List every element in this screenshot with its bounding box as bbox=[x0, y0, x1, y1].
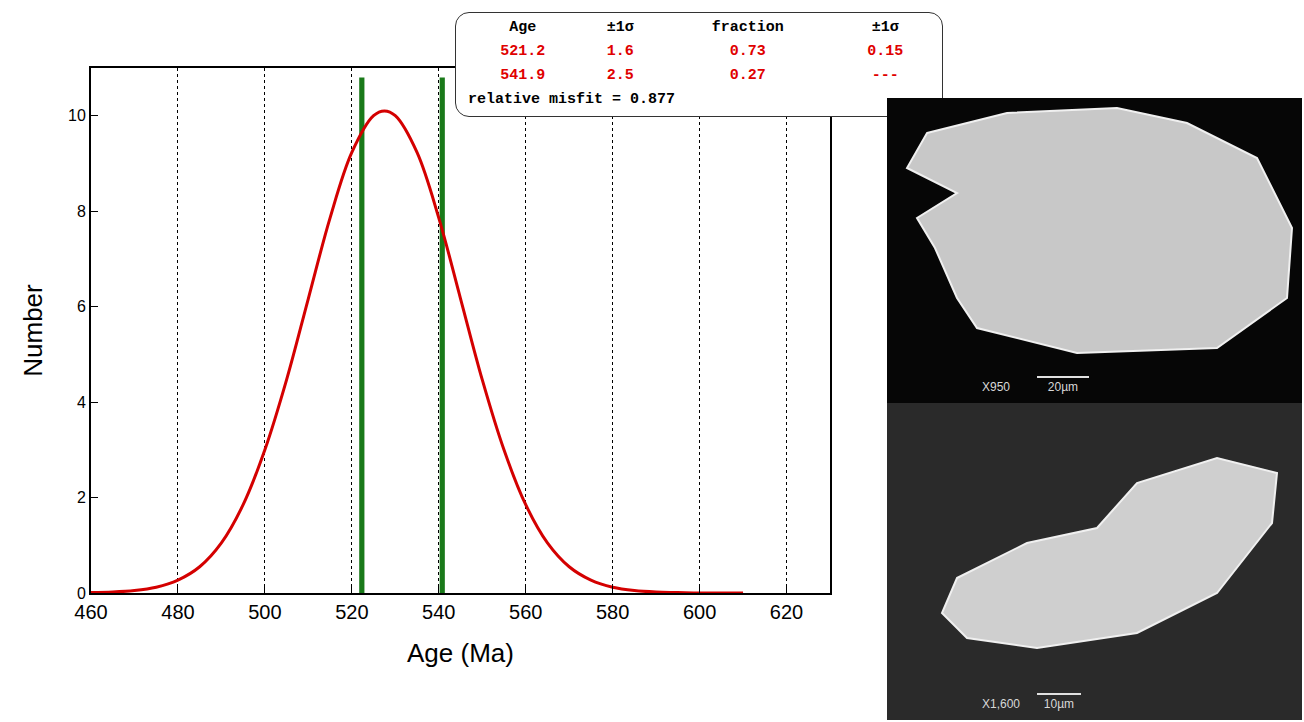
html-text:relative misfit = 0.877: relative misfit = 0.877 bbox=[468, 91, 675, 108]
html-text:fraction: fraction bbox=[711, 19, 784, 36]
svg-text:600: 600 bbox=[683, 601, 716, 623]
svg-text:500: 500 bbox=[248, 601, 281, 623]
svg-text:8: 8 bbox=[77, 203, 86, 220]
html-text:0.27: 0.27 bbox=[729, 67, 766, 84]
svg-text:460: 460 bbox=[74, 601, 107, 623]
svg-text:480: 480 bbox=[161, 601, 194, 623]
svg-text:2: 2 bbox=[77, 489, 86, 506]
svg-text:540: 540 bbox=[422, 601, 455, 623]
svg-text:X1,600: X1,600 bbox=[982, 697, 1020, 711]
svg-text:520: 520 bbox=[335, 601, 368, 623]
svg-text:Number: Number bbox=[18, 284, 48, 377]
svg-text:0: 0 bbox=[77, 585, 86, 602]
html-text:2.5: 2.5 bbox=[606, 67, 634, 84]
svg-text:10µm: 10µm bbox=[1044, 697, 1074, 711]
svg-text:620: 620 bbox=[770, 601, 803, 623]
svg-text:4: 4 bbox=[77, 394, 86, 411]
html-text:±1σ: ±1σ bbox=[606, 19, 634, 36]
svg-text:10: 10 bbox=[68, 107, 86, 124]
svg-text:560: 560 bbox=[509, 601, 542, 623]
svg-text:20µm: 20µm bbox=[1048, 380, 1078, 394]
html-text:1.6: 1.6 bbox=[606, 43, 634, 60]
svg-text:X950: X950 bbox=[982, 380, 1010, 394]
html-text:541.9: 541.9 bbox=[500, 67, 546, 84]
html-text:0.73: 0.73 bbox=[729, 43, 766, 60]
svg-text:6: 6 bbox=[77, 298, 86, 315]
svg-text:580: 580 bbox=[596, 601, 629, 623]
svg-text:Age (Ma): Age (Ma) bbox=[407, 638, 514, 668]
html-text:521.2: 521.2 bbox=[500, 43, 546, 60]
html-text:±1σ: ±1σ bbox=[871, 19, 899, 36]
html-text:0.15: 0.15 bbox=[867, 43, 904, 60]
html-text:Age: Age bbox=[509, 19, 537, 36]
